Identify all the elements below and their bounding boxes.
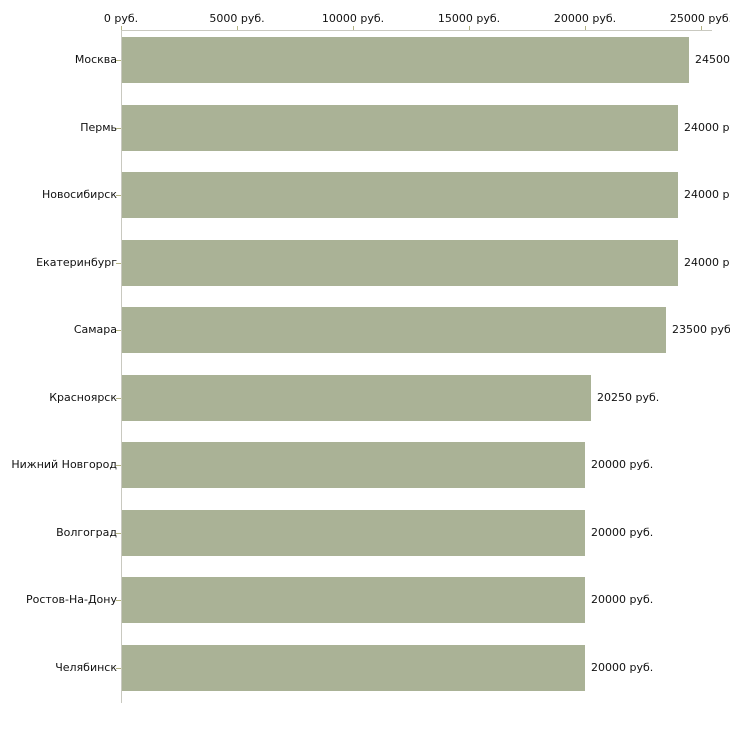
category-tick-mark [116, 667, 121, 669]
x-axis-tick-label: 5000 руб. [209, 12, 265, 25]
y-axis-line [121, 30, 122, 703]
bar-value-label: 20250 руб. [597, 390, 660, 404]
x-axis-tick-label: 20000 руб. [553, 12, 617, 25]
x-axis-tick-label: 25000 руб. [669, 12, 730, 25]
bar-value-label: 24000 руб. [684, 188, 730, 201]
x-axis-tick-label: 10000 руб. [321, 12, 385, 25]
bar [122, 307, 666, 353]
category-tick-mark [116, 532, 121, 534]
bar-value-label: 23500 руб. [672, 323, 730, 336]
bar [122, 104, 678, 151]
bar [122, 577, 585, 623]
bar [122, 374, 591, 421]
bar [122, 172, 678, 218]
bar-value-label: 24000 руб. [684, 120, 730, 134]
category-tick-mark [116, 465, 121, 466]
x-axis-tick-mark [469, 26, 470, 30]
category-label: Ростов-На-Дону [25, 593, 117, 606]
bar-value-label: 20000 руб. [591, 660, 654, 674]
x-axis-tick-label: 0 руб. [103, 12, 139, 25]
category-label: Нижний Новгород [11, 458, 117, 471]
category-tick-mark [116, 262, 121, 264]
category-label: Новосибирск [41, 188, 117, 201]
bar-value-label: 20000 руб. [591, 593, 654, 606]
category-tick-mark [116, 60, 121, 61]
bar [122, 239, 678, 286]
category-label: Самара [73, 323, 117, 336]
bar-value-label: 20000 руб. [591, 525, 654, 539]
category-label: Москва [74, 53, 117, 66]
bar [122, 37, 689, 83]
bar [122, 644, 585, 691]
category-label: Красноярск [49, 390, 117, 404]
bar [122, 509, 585, 556]
category-tick-mark [116, 397, 121, 399]
category-tick-mark [116, 127, 121, 129]
bar-value-label: 24500 руб. [695, 53, 730, 66]
category-tick-mark [116, 195, 121, 196]
bar-value-label: 24000 руб. [684, 255, 730, 269]
category-label: Челябинск [55, 660, 117, 674]
category-label: Пермь [80, 120, 117, 134]
bar [122, 442, 585, 488]
category-label: Екатеринбург [36, 255, 117, 269]
bar-value-label: 20000 руб. [591, 458, 654, 471]
category-tick-mark [116, 600, 121, 601]
category-label: Волгоград [56, 525, 117, 539]
category-tick-mark [116, 330, 121, 331]
x-axis-tick-label: 15000 руб. [437, 12, 501, 25]
x-axis-tick-mark [237, 26, 238, 30]
x-axis-tick-mark [121, 26, 122, 30]
x-axis-tick-mark [353, 26, 354, 30]
x-axis-tick-mark [701, 26, 702, 30]
x-axis-line [121, 30, 712, 31]
x-axis-tick-mark [585, 26, 586, 30]
